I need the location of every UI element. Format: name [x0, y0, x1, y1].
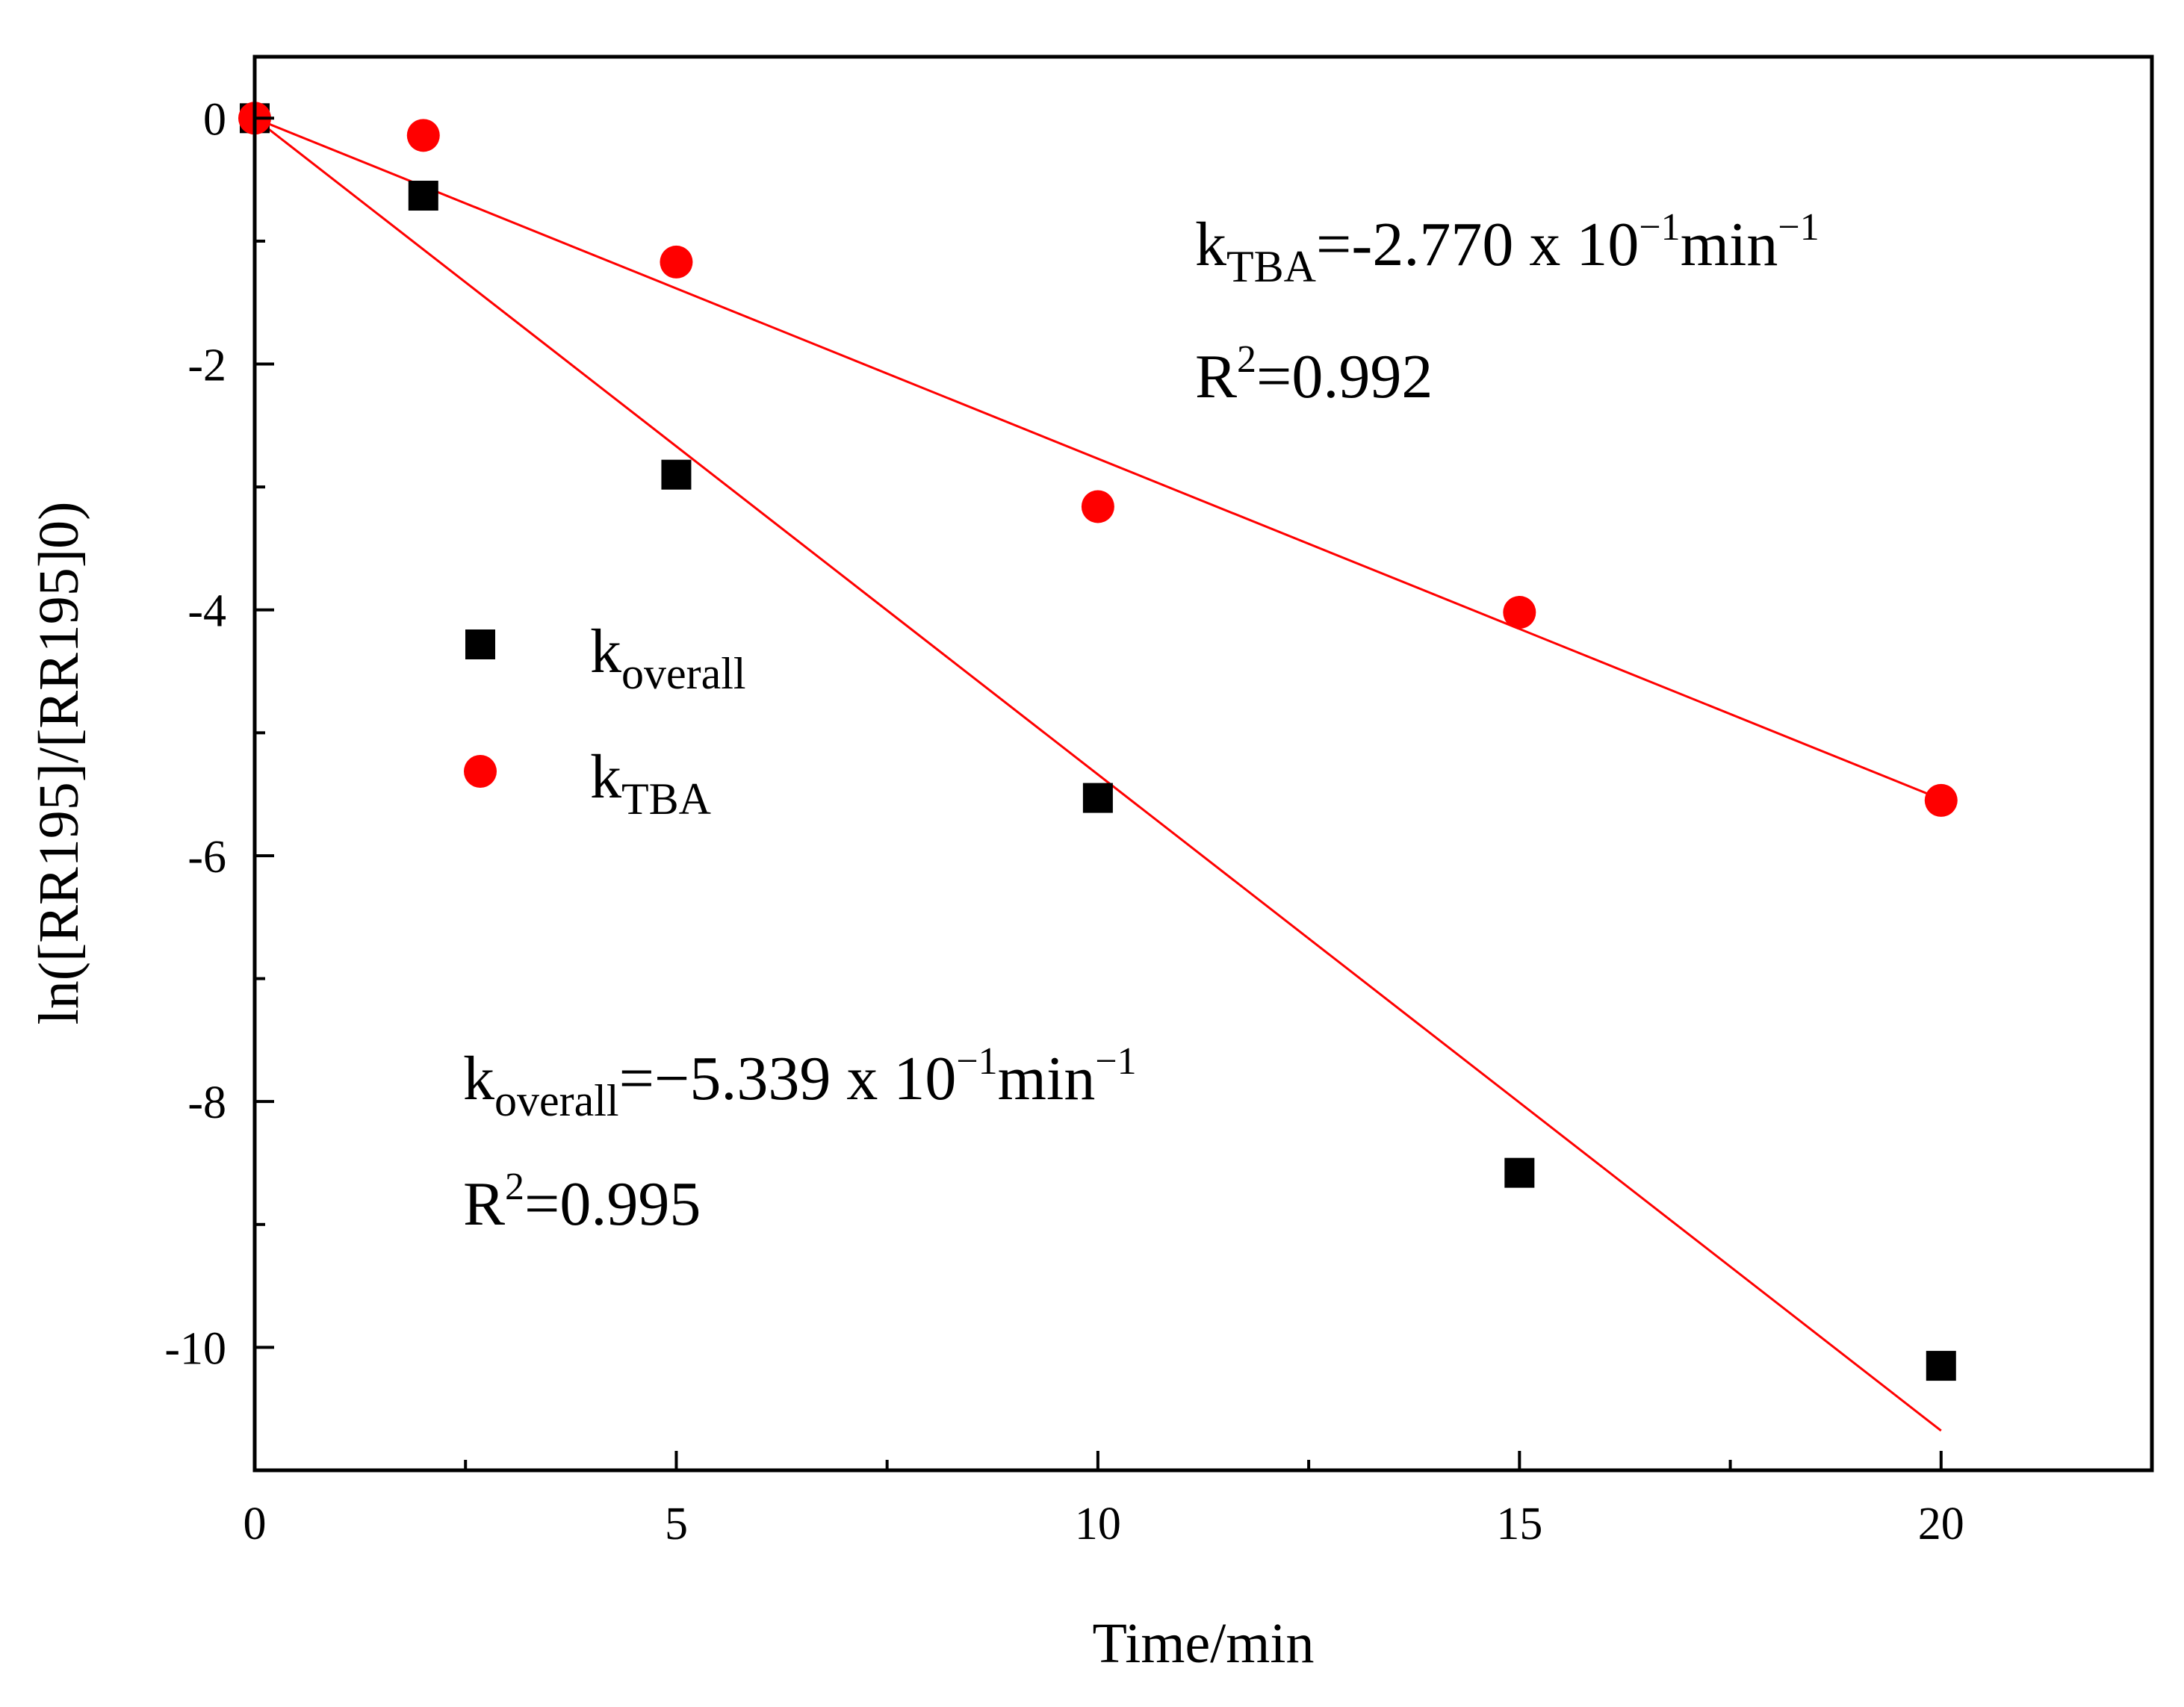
x-tick-label: 0: [243, 1499, 267, 1549]
x-axis-title: Time/min: [1092, 1612, 1314, 1675]
ann-tba-eq: =-2.770 x 10: [1316, 210, 1639, 279]
ann-overall-r-val: =0.995: [524, 1169, 701, 1239]
legend-marker-tba: [464, 755, 497, 788]
annotation-overall-r2: R2=0.995: [463, 1166, 701, 1239]
legend-label-tba: kTBA: [590, 742, 711, 824]
y-tick-label: -4: [187, 586, 226, 637]
point-TBA: [1503, 596, 1536, 629]
x-tick-label: 10: [1075, 1499, 1121, 1549]
ann-overall-eq: =−5.339 x 10: [619, 1044, 957, 1113]
y-tick-label: -6: [187, 832, 226, 883]
ann-tba-r-val: =0.992: [1256, 342, 1433, 411]
ann-overall-unit-exp: −1: [1095, 1040, 1136, 1083]
annotation-tba: kTBA=-2.770 x 10−1min−1 R2=0.992: [1195, 206, 1820, 411]
ann-tba-exp: −1: [1639, 206, 1680, 249]
ann-overall-sub: overall: [494, 1076, 619, 1125]
legend-sub-overall: overall: [621, 649, 746, 698]
point-TBA: [1081, 490, 1114, 523]
annotation-overall-k: koverall=−5.339 x 10−1min−1: [463, 1040, 1137, 1125]
x-tick-label: 20: [1918, 1499, 1964, 1549]
y-tick-label: 0: [203, 94, 226, 145]
legend-marker-overall: [465, 629, 495, 659]
point-TBA: [406, 119, 440, 152]
point-overall: [1082, 783, 1113, 813]
fit-lines: [254, 116, 1942, 1432]
annotation-overall: koverall=−5.339 x 10−1min−1 R2=0.995: [463, 1040, 1137, 1239]
point-overall: [408, 181, 438, 211]
point-overall: [1926, 1351, 1956, 1381]
point-overall: [1504, 1157, 1535, 1188]
annotation-tba-k: kTBA=-2.770 x 10−1min−1: [1195, 206, 1820, 291]
ann-overall-k: k: [463, 1044, 494, 1113]
data-markers: [238, 102, 1958, 1381]
ann-overall-unit: min: [998, 1044, 1096, 1113]
y-tick-label: -10: [164, 1323, 226, 1374]
y-axis-title: ln([RR195]/[RR195]0): [28, 502, 90, 1025]
y-tick-label: -2: [187, 341, 226, 391]
legend-sub-tba: TBA: [621, 774, 711, 824]
ann-tba-r: R: [1195, 342, 1237, 411]
axis-ticks: 0 5 10 15 20 0 -2 -4 -6 -8 -10: [164, 94, 2153, 1549]
ann-tba-unit-exp: −1: [1778, 206, 1819, 249]
plot-frame: [252, 55, 2154, 1473]
point-overall: [661, 459, 692, 490]
ann-tba-k: k: [1195, 210, 1226, 279]
ann-overall-exp: −1: [956, 1040, 997, 1083]
ann-tba-r-exp: 2: [1237, 338, 1256, 381]
legend: koverall kTBA: [464, 617, 746, 824]
point-TBA: [660, 245, 693, 279]
annotation-tba-r2: R2=0.992: [1195, 338, 1433, 411]
legend-label-overall: koverall: [590, 617, 746, 698]
x-tick-label: 15: [1496, 1499, 1542, 1549]
legend-k-overall: k: [590, 617, 621, 686]
ann-tba-sub: TBA: [1226, 242, 1316, 291]
point-TBA: [1924, 783, 1958, 817]
legend-k-tba: k: [590, 742, 621, 812]
y-tick-label: -8: [187, 1078, 226, 1128]
fit-line-overall: [254, 117, 1942, 1432]
fit-line-TBA: [254, 116, 1942, 800]
ann-tba-unit: min: [1681, 210, 1778, 279]
ann-overall-r-exp: 2: [505, 1166, 524, 1208]
ann-overall-r: R: [463, 1169, 505, 1239]
x-tick-label: 5: [665, 1499, 688, 1549]
